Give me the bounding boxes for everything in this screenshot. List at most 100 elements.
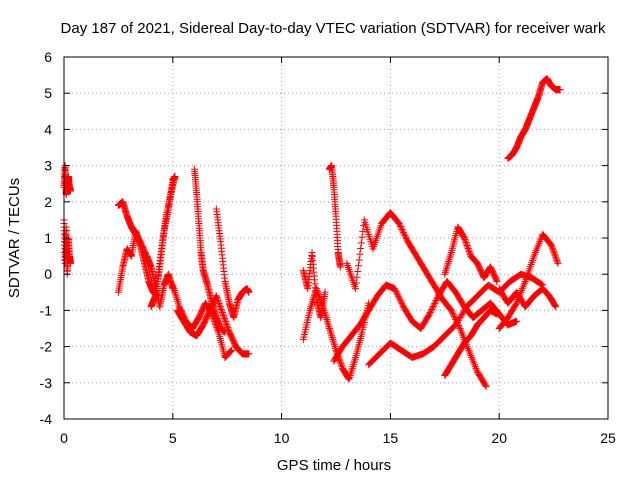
data-point: [354, 267, 362, 275]
data-point: [466, 249, 474, 257]
data-point: [354, 262, 362, 270]
data-point: [395, 294, 403, 302]
data-point: [355, 256, 363, 264]
x-tick-label: 10: [274, 430, 290, 446]
data-point: [518, 286, 526, 294]
data-point: [352, 279, 360, 287]
data-point: [326, 326, 334, 334]
series-seg-i: [173, 292, 253, 358]
data-point: [450, 311, 458, 319]
data-point: [323, 317, 331, 325]
data-point: [347, 368, 355, 376]
data-point: [454, 316, 462, 324]
data-point: [223, 322, 231, 330]
data-point: [461, 237, 469, 245]
data-point: [444, 259, 452, 267]
data-point: [227, 347, 235, 355]
series-seg-j: [299, 285, 373, 383]
data-point: [428, 304, 436, 312]
data-point: [336, 358, 344, 366]
data-point: [316, 294, 324, 302]
data-point: [330, 339, 338, 347]
data-point: [468, 355, 476, 363]
series-seg-l: [325, 162, 344, 271]
data-point: [359, 227, 367, 235]
data-point: [402, 235, 410, 243]
data-point: [458, 330, 466, 338]
data-point: [173, 296, 181, 304]
series-seg-e: [147, 172, 179, 311]
data-point: [465, 348, 473, 356]
data-point: [324, 321, 332, 329]
data-point: [534, 241, 542, 249]
data-point: [513, 317, 521, 325]
data-point: [428, 305, 436, 313]
chart-title: Day 187 of 2021, Sidereal Day-to-day VTE…: [61, 20, 606, 37]
data-point: [356, 250, 364, 258]
data-point: [172, 290, 180, 298]
data-point: [218, 309, 226, 317]
data-point: [321, 288, 329, 296]
data-point: [481, 381, 489, 389]
data-point: [447, 250, 455, 258]
data-point: [552, 303, 560, 311]
data-point: [464, 243, 472, 251]
data-point: [549, 244, 557, 252]
data-point: [353, 273, 361, 281]
data-point: [457, 312, 465, 320]
data-point: [472, 364, 480, 372]
x-tick-label: 15: [383, 430, 399, 446]
data-point: [537, 236, 545, 244]
series-seg-s: [495, 285, 560, 311]
data-point: [391, 286, 399, 294]
data-point: [532, 247, 540, 255]
y-axis-label: SDTVAR / TECUs: [6, 178, 23, 298]
data-point: [429, 302, 437, 310]
data-point: [328, 332, 336, 340]
data-point: [337, 360, 345, 368]
data-point: [549, 246, 557, 254]
data-point: [465, 346, 473, 354]
data-point: [551, 301, 559, 309]
data-point: [330, 341, 338, 349]
data-point: [325, 323, 333, 331]
series-seg-o: [365, 270, 547, 369]
data-point: [307, 303, 315, 311]
data-point: [469, 357, 477, 365]
data-point: [466, 350, 474, 358]
data-point: [396, 295, 404, 303]
data-point: [432, 296, 440, 304]
grid-lines: [64, 57, 608, 419]
series-seg-h: [212, 205, 253, 322]
data-point: [401, 232, 409, 240]
data-point: [346, 372, 354, 380]
data-point: [219, 312, 227, 320]
data-point: [447, 306, 455, 314]
data-point: [455, 315, 463, 323]
data-point: [547, 241, 555, 249]
data-point: [461, 236, 469, 244]
data-point: [170, 285, 178, 293]
x-tick-labels: 0 5 10 15 20 25: [60, 430, 616, 446]
data-point: [226, 347, 234, 355]
data-point: [174, 297, 182, 305]
data-point: [219, 310, 227, 318]
data-point: [400, 230, 408, 238]
data-point: [465, 246, 473, 254]
data-point: [215, 299, 223, 307]
data-point: [550, 247, 558, 255]
data-point: [216, 302, 224, 310]
data-point: [450, 312, 458, 320]
data-point: [194, 315, 202, 323]
data-point: [327, 328, 335, 336]
data-point: [556, 86, 564, 94]
data-point: [399, 229, 407, 237]
series-seg-t: [504, 75, 564, 162]
data-point: [553, 256, 561, 264]
data-point: [357, 239, 365, 247]
data-point: [444, 261, 452, 269]
data-point: [473, 366, 481, 374]
data-point: [214, 298, 222, 306]
y-tick-label: -2: [40, 339, 53, 355]
data-point: [216, 301, 224, 309]
